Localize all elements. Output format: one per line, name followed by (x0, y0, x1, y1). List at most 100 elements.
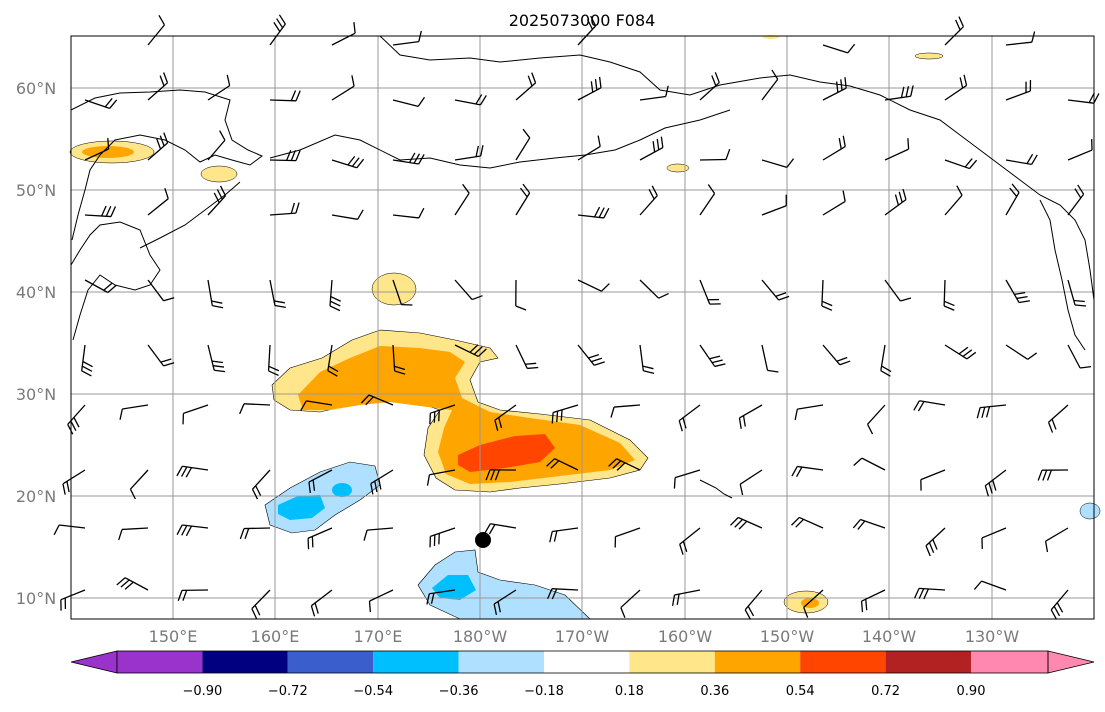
wind-barb-feather (159, 135, 165, 147)
wind-barb-feather (101, 205, 107, 217)
wind-barb-shaft (129, 469, 149, 490)
wind-barb-feather (550, 460, 560, 469)
wind-barb-feather (836, 356, 848, 362)
wind-barb-shaft (1005, 344, 1029, 360)
wind-barb-feather (959, 77, 964, 89)
wind-barb-feather (603, 207, 610, 219)
wind-barb-feather (612, 460, 622, 469)
wind-barb-feather (360, 394, 370, 404)
wind-barb-shaft (761, 205, 787, 216)
wind-barb-feather (556, 411, 559, 423)
wind-barb-feather (549, 531, 553, 543)
wind-barb-feather (656, 138, 660, 150)
colorbar-bin (202, 651, 288, 673)
wind-barb-feather (1011, 183, 1020, 193)
wind-barb-feather (943, 305, 955, 311)
wind-barb-feather (484, 523, 491, 534)
wind-barb-feather (527, 366, 539, 370)
gridlines (71, 36, 1094, 619)
wind-barb-feather (679, 544, 684, 555)
wind-barb-feather (426, 474, 431, 486)
wind-barb-shaft (59, 524, 86, 529)
wind-barb-shaft (577, 279, 602, 292)
wind-barb-feather (913, 400, 920, 411)
wind-barb-feather (124, 581, 134, 590)
wind-barb-feather (969, 159, 978, 169)
wind-barb-feather (158, 15, 166, 26)
wind-barb-shaft (944, 194, 963, 216)
colorbar-tick-label: 0.54 (786, 684, 815, 699)
wind-barb-feather (353, 22, 356, 34)
wind-barb-shaft (454, 279, 473, 300)
wind-barb-feather (351, 75, 355, 87)
negative-anomaly-region-1-core (278, 495, 325, 520)
wind-barb-feather (1027, 352, 1037, 360)
wind-barb-feather (778, 295, 790, 301)
wind-barb-feather (273, 22, 281, 32)
wind-barb-feather (430, 592, 435, 604)
wind-barb-feather (835, 81, 839, 93)
wind-barb-feather (286, 149, 292, 161)
wind-barb-shaft (674, 469, 701, 479)
wind-barb-feather (129, 488, 136, 500)
wind-barb-feather (601, 283, 610, 292)
wind-barb-feather (775, 292, 787, 297)
wind-barb-feather (81, 365, 93, 372)
lat-label-40n: 40°N (16, 283, 56, 302)
wind-barb-feather (842, 190, 846, 202)
wind-barb-shaft (614, 404, 641, 408)
wind-barb-feather (107, 138, 110, 150)
wind-barb-feather (330, 296, 341, 302)
wind-barb-shaft (639, 95, 666, 101)
wind-barb-feather (176, 524, 183, 536)
wind-barb-shaft (369, 589, 394, 602)
colorbar-tick-label: −0.36 (439, 684, 479, 699)
wind-barb-feather (652, 141, 656, 153)
wind-barb-feather (185, 525, 193, 537)
wind-barb-feather (1047, 422, 1054, 433)
wind-barb-feather (471, 295, 483, 301)
wind-barb-feather (917, 401, 925, 412)
colorbar-bin (544, 651, 630, 673)
wind-barb-feather (586, 19, 594, 30)
colorbar-low-extend (70, 650, 118, 674)
wind-barb-feather (365, 396, 374, 406)
negative-anomaly-region-2 (417, 549, 591, 620)
wind-barb-feather (928, 542, 935, 553)
wind-barb-feather (216, 189, 223, 200)
wind-barb-shaft (147, 24, 165, 46)
wind-barb-feather (494, 469, 500, 481)
wind-barb-feather (648, 189, 655, 200)
colorbar-bin (885, 651, 971, 673)
wind-barb-feather (211, 300, 223, 304)
wind-barb-feather (725, 148, 731, 160)
colorbar-bin (971, 651, 1048, 673)
wind-barb-shaft (306, 400, 333, 406)
wind-barb-shaft (1045, 527, 1069, 542)
wind-barb-feather (963, 74, 968, 86)
wind-barb-feather (251, 488, 259, 500)
colorbar-bin (714, 651, 801, 673)
wind-barb-feather (966, 351, 977, 360)
wind-barb-shaft (243, 527, 271, 530)
wind-barb-feather (597, 135, 601, 147)
anomaly-shading (69, 35, 1101, 620)
wind-barb-feather (1009, 187, 1018, 197)
wind-barb-feather (1080, 366, 1092, 369)
wind-barb-feather (1042, 469, 1048, 481)
longitude-labels: 150°E 160°E 170°E 180°W 170°W 160°W 150°… (149, 627, 1020, 646)
wind-barb-shaft (392, 41, 419, 46)
wind-barb-feather (907, 138, 910, 150)
wind-barb-feather (182, 590, 188, 601)
wind-barb-feather (211, 360, 223, 364)
wind-barb-shaft (761, 159, 788, 169)
wind-barb-feather (786, 158, 795, 168)
wind-barb-feather (842, 135, 846, 147)
wind-barb-shaft (822, 200, 846, 216)
wind-barb-feather (673, 477, 676, 489)
wind-barb-feather (163, 132, 169, 144)
wind-barb-feather (81, 370, 92, 377)
wind-barb-feather (351, 157, 360, 167)
wind-barb-shaft (392, 214, 419, 219)
wind-barb-feather (711, 359, 723, 364)
